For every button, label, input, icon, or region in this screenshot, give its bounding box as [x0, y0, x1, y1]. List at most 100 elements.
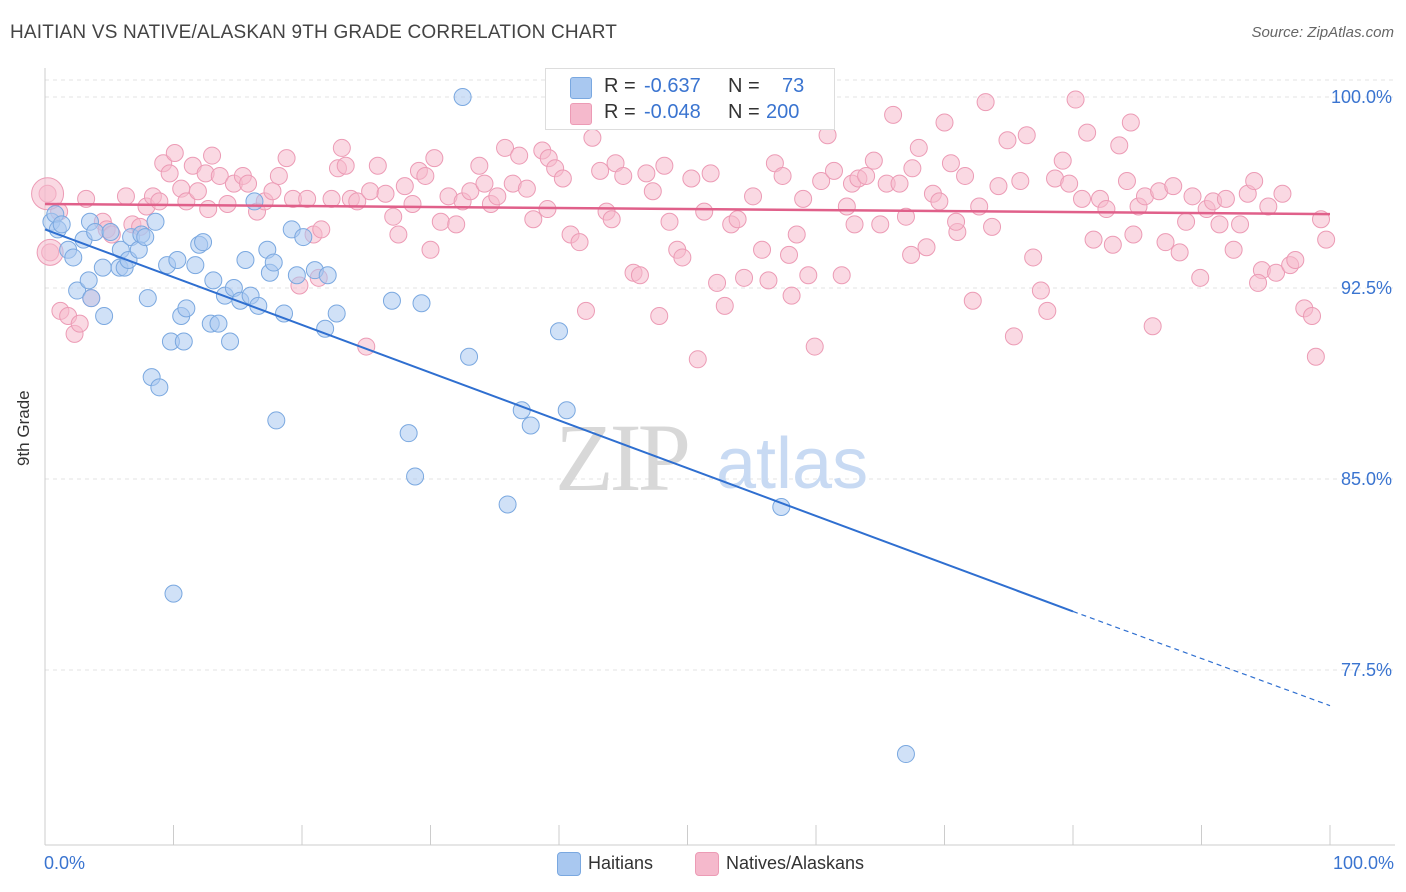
- native-point: [199, 200, 218, 219]
- haitian-trendline: [44, 228, 1074, 613]
- native-point: [837, 197, 856, 216]
- haitian-point: [82, 289, 101, 308]
- native-point: [376, 184, 395, 203]
- native-point: [998, 131, 1017, 150]
- native-point: [1267, 263, 1286, 282]
- native-point: [1231, 215, 1250, 234]
- native-point: [1024, 248, 1043, 267]
- native-point: [744, 187, 763, 206]
- native-point: [263, 182, 282, 201]
- legend-n-label: N =: [728, 75, 760, 97]
- native-point: [824, 161, 843, 180]
- native-point: [976, 93, 995, 112]
- x-tick-left: 0.0%: [44, 853, 86, 873]
- native-point: [1210, 215, 1229, 234]
- haitian-point: [136, 228, 155, 247]
- native-point: [583, 128, 602, 147]
- haitian-point: [399, 424, 418, 443]
- haitian-point: [194, 233, 213, 252]
- native-point: [1259, 197, 1278, 216]
- native-point: [1216, 189, 1235, 208]
- haitian-point: [174, 332, 193, 351]
- haitian-point: [557, 401, 576, 420]
- native-point: [660, 212, 679, 231]
- native-point: [203, 146, 222, 165]
- legend-r-value-haitians: -0.637: [644, 75, 701, 97]
- haitian-point: [101, 222, 120, 241]
- haitian-point: [294, 228, 313, 247]
- native-point: [447, 215, 466, 234]
- native-point: [165, 144, 184, 163]
- native-point: [989, 177, 1008, 196]
- native-point: [1286, 250, 1305, 269]
- haitian-trendline-extension: [1072, 610, 1331, 707]
- native-point: [361, 182, 380, 201]
- y-tick-77-5: 77.5%: [1340, 660, 1392, 680]
- haitian-point: [209, 314, 228, 333]
- watermark-atlas: atlas: [716, 424, 868, 504]
- haitian-point: [204, 271, 223, 290]
- native-point: [1164, 177, 1183, 196]
- native-point: [956, 166, 975, 185]
- haitian-point: [93, 258, 112, 277]
- native-point: [637, 164, 656, 183]
- haitian-point: [236, 250, 255, 269]
- native-point: [673, 248, 692, 267]
- native-point: [1110, 136, 1129, 155]
- native-point: [150, 192, 169, 211]
- native-point: [416, 166, 435, 185]
- native-point: [1273, 184, 1292, 203]
- native-point: [470, 156, 489, 175]
- native-point: [864, 151, 883, 170]
- native-point: [336, 156, 355, 175]
- native-point: [269, 166, 288, 185]
- native-point: [903, 159, 922, 178]
- native-point: [421, 240, 440, 259]
- native-point: [917, 238, 936, 257]
- native-point: [602, 210, 621, 229]
- native-point: [735, 268, 754, 287]
- native-point: [1078, 123, 1097, 142]
- native-point: [1072, 189, 1091, 208]
- y-tick-100: 100.0%: [1330, 87, 1392, 107]
- source-label: Source: ZipAtlas.com: [1251, 24, 1394, 41]
- native-point: [643, 182, 662, 201]
- native-point: [591, 161, 610, 180]
- haitian-point: [79, 271, 98, 290]
- legend-swatch-natives: [570, 103, 592, 125]
- native-point: [930, 192, 949, 211]
- native-point: [1317, 230, 1336, 249]
- native-point: [1303, 307, 1322, 326]
- legend-swatch-natives: [695, 852, 719, 876]
- haitian-point: [168, 250, 187, 269]
- native-point: [963, 291, 982, 310]
- haitian-point: [382, 291, 401, 310]
- native-point: [239, 174, 258, 193]
- native-point: [728, 210, 747, 229]
- native-point: [715, 296, 734, 315]
- native-point: [116, 187, 135, 206]
- native-point: [909, 138, 928, 157]
- native-point: [947, 212, 966, 231]
- native-point: [941, 154, 960, 173]
- native-point: [695, 202, 714, 221]
- legend-swatch-haitians: [557, 852, 581, 876]
- native-point: [1060, 174, 1079, 193]
- native-point: [1117, 172, 1136, 191]
- chart-title: HAITIAN VS NATIVE/ALASKAN 9TH GRADE CORR…: [10, 22, 618, 43]
- native-point: [812, 172, 831, 191]
- native-point: [277, 149, 296, 168]
- haitian-point: [327, 304, 346, 323]
- haitian-point: [186, 256, 205, 275]
- haitian-point: [264, 253, 283, 272]
- native-point: [218, 194, 237, 213]
- haitian-point: [550, 322, 568, 341]
- haitian-point: [138, 289, 157, 308]
- native-point: [70, 314, 89, 333]
- haitian-point: [318, 266, 337, 285]
- legend-r-value-natives: -0.048: [644, 101, 701, 123]
- haitian-point: [68, 281, 87, 300]
- haitian-point: [164, 584, 183, 603]
- native-points: [31, 90, 1336, 369]
